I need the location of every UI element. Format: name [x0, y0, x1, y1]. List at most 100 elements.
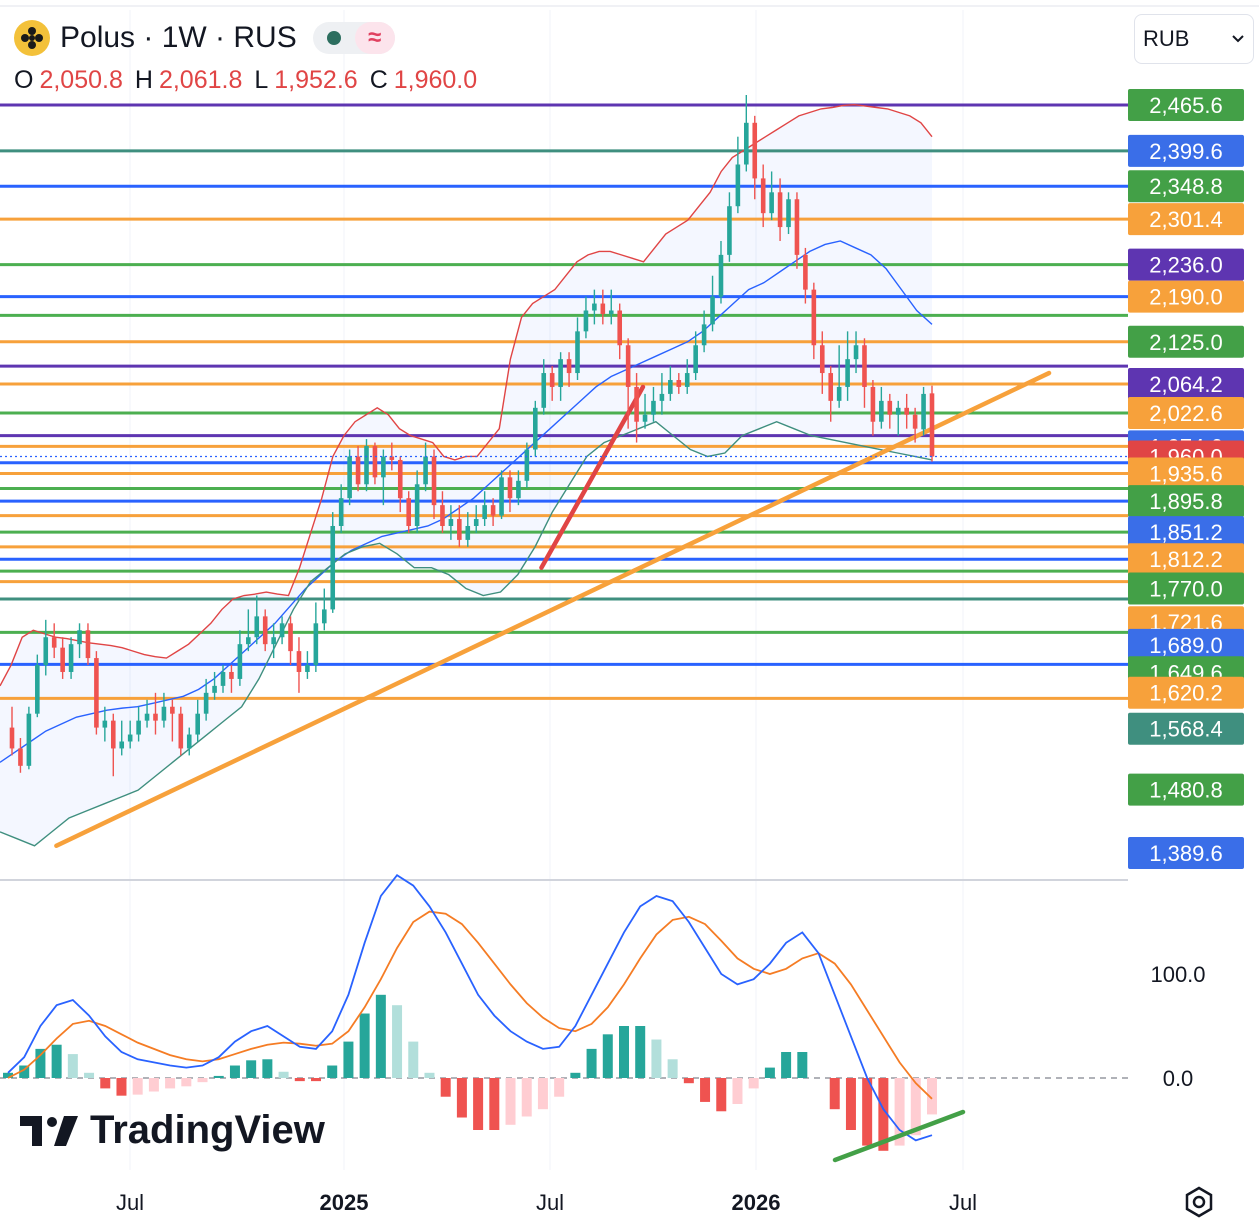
- macd-histogram-bar: [375, 994, 386, 1078]
- candle-body: [659, 393, 665, 401]
- status-pill[interactable]: ≈: [312, 22, 395, 54]
- macd-histogram-bar: [554, 1078, 565, 1097]
- time-tick-label: Jul: [949, 1190, 977, 1215]
- price-label-text: 2,465.6: [1149, 93, 1222, 118]
- candle-body: [347, 456, 352, 499]
- candle-body: [819, 345, 825, 374]
- price-label-box: [1128, 676, 1244, 709]
- price-label-text: 2,348.8: [1149, 174, 1222, 199]
- candle-body: [305, 665, 310, 672]
- candle-body: [668, 380, 673, 394]
- candle-body: [904, 407, 909, 415]
- macd-histogram-bar: [651, 1039, 662, 1078]
- symbol-header[interactable]: Polus · 1W · RUS ≈: [14, 18, 395, 58]
- indicator-toggle-icon[interactable]: ≈: [354, 22, 395, 54]
- price-label-box: [1128, 485, 1244, 518]
- candle-body: [870, 386, 876, 422]
- time-tick-label: Jul: [116, 1190, 144, 1215]
- macd-histogram-bar: [132, 1078, 143, 1095]
- candle-body: [727, 206, 732, 255]
- macd-line: [7, 873, 933, 1142]
- candle-body: [744, 122, 749, 165]
- candle-body: [288, 623, 293, 652]
- macd-histogram-bar: [619, 1026, 629, 1078]
- time-axis[interactable]: Jul 2025 Jul 2026 Jul: [116, 1190, 977, 1215]
- settings-icon[interactable]: [1183, 1186, 1215, 1218]
- macd-histogram-bar: [392, 1005, 403, 1078]
- macd-histogram-bar: [635, 1026, 646, 1078]
- macd-tick-label: 100.0: [1150, 962, 1205, 987]
- candle-body: [625, 345, 631, 387]
- macd-histogram-bar: [505, 1078, 516, 1125]
- candle-body: [94, 658, 99, 728]
- macd-histogram-bar: [602, 1034, 613, 1078]
- macd-histogram-bar: [927, 1078, 937, 1115]
- bollinger-fill-area: [0, 104, 932, 846]
- candle-body: [423, 456, 428, 485]
- price-label-box: [1128, 248, 1244, 281]
- macd-histogram-bar: [343, 1041, 354, 1078]
- macd-histogram-bar: [197, 1078, 208, 1083]
- candle-body: [68, 644, 74, 672]
- candle-body: [18, 748, 23, 766]
- macd-histogram-bar: [570, 1072, 581, 1078]
- divergence-trendline: [832, 1109, 966, 1163]
- symbol-title[interactable]: Polus · 1W · RUS: [60, 21, 297, 54]
- low-value: 1,952.6: [274, 66, 358, 94]
- candle-body: [617, 310, 623, 346]
- candle-body: [355, 456, 361, 485]
- trendlines: [54, 370, 1052, 849]
- price-label-text: 2,190.0: [1149, 285, 1222, 310]
- macd-tick-label: 0.0: [1163, 1066, 1194, 1091]
- price-label-text: 2,125.0: [1149, 330, 1222, 355]
- macd-histogram-bar: [781, 1052, 792, 1078]
- candle-body: [634, 386, 639, 422]
- candle-body: [119, 741, 125, 749]
- candle-body: [431, 456, 437, 506]
- price-label-box: [1128, 516, 1244, 549]
- macd-histogram-bar: [716, 1078, 727, 1112]
- price-label-box: [1128, 396, 1244, 429]
- price-label-text: 1,620.2: [1149, 681, 1222, 706]
- bollinger-lower-line: [0, 420, 933, 847]
- macd-histogram-bar: [440, 1078, 451, 1097]
- time-tick-label: Jul: [536, 1190, 564, 1215]
- candle-body: [372, 446, 378, 478]
- tradingview-mark-icon: [20, 1115, 78, 1146]
- currency-select[interactable]: RUB: [1134, 14, 1254, 64]
- candle-body: [482, 505, 487, 520]
- candle-body: [457, 519, 462, 540]
- macd-signal-line: [7, 910, 933, 1100]
- candle-body: [85, 630, 91, 659]
- candle-body: [499, 477, 504, 516]
- macd-histogram-bar: [278, 1071, 289, 1078]
- low-label: L: [254, 66, 269, 94]
- market-status-icon: [313, 22, 355, 54]
- candle-body: [777, 192, 783, 228]
- candle-body: [541, 373, 547, 408]
- candle-body: [397, 459, 403, 499]
- price-label-text: 1,812.2: [1149, 547, 1222, 572]
- candle-body: [473, 519, 479, 526]
- candle-body: [406, 498, 411, 526]
- macd-histogram-bar: [229, 1065, 240, 1078]
- candle-body: [490, 505, 496, 516]
- ohlc-readout: O 2,050.8 H 2,061.8 L 1,952.6 C 1,960.0: [14, 66, 483, 95]
- grid-lines: [129, 10, 964, 1170]
- candle-body: [786, 199, 791, 228]
- price-axis[interactable]: 2,465.6 2,399.6 2,348.8 2,301.4 2,236.0 2,190…: [1128, 66, 1259, 1091]
- macd-histogram-bar: [683, 1078, 694, 1084]
- candle-body: [592, 303, 597, 311]
- candle-body: [929, 393, 935, 457]
- macd-histogram-bar: [521, 1078, 532, 1117]
- candle-body: [51, 637, 57, 648]
- price-label-text: 1,568.4: [1149, 717, 1222, 742]
- candle-body: [262, 616, 268, 645]
- candle-body: [803, 254, 808, 290]
- price-label-box: [1128, 712, 1244, 745]
- macd-histogram-bar: [764, 1067, 775, 1078]
- price-label-box: [1128, 457, 1244, 490]
- candle-body: [710, 296, 715, 325]
- close-value: 1,960.0: [393, 66, 478, 94]
